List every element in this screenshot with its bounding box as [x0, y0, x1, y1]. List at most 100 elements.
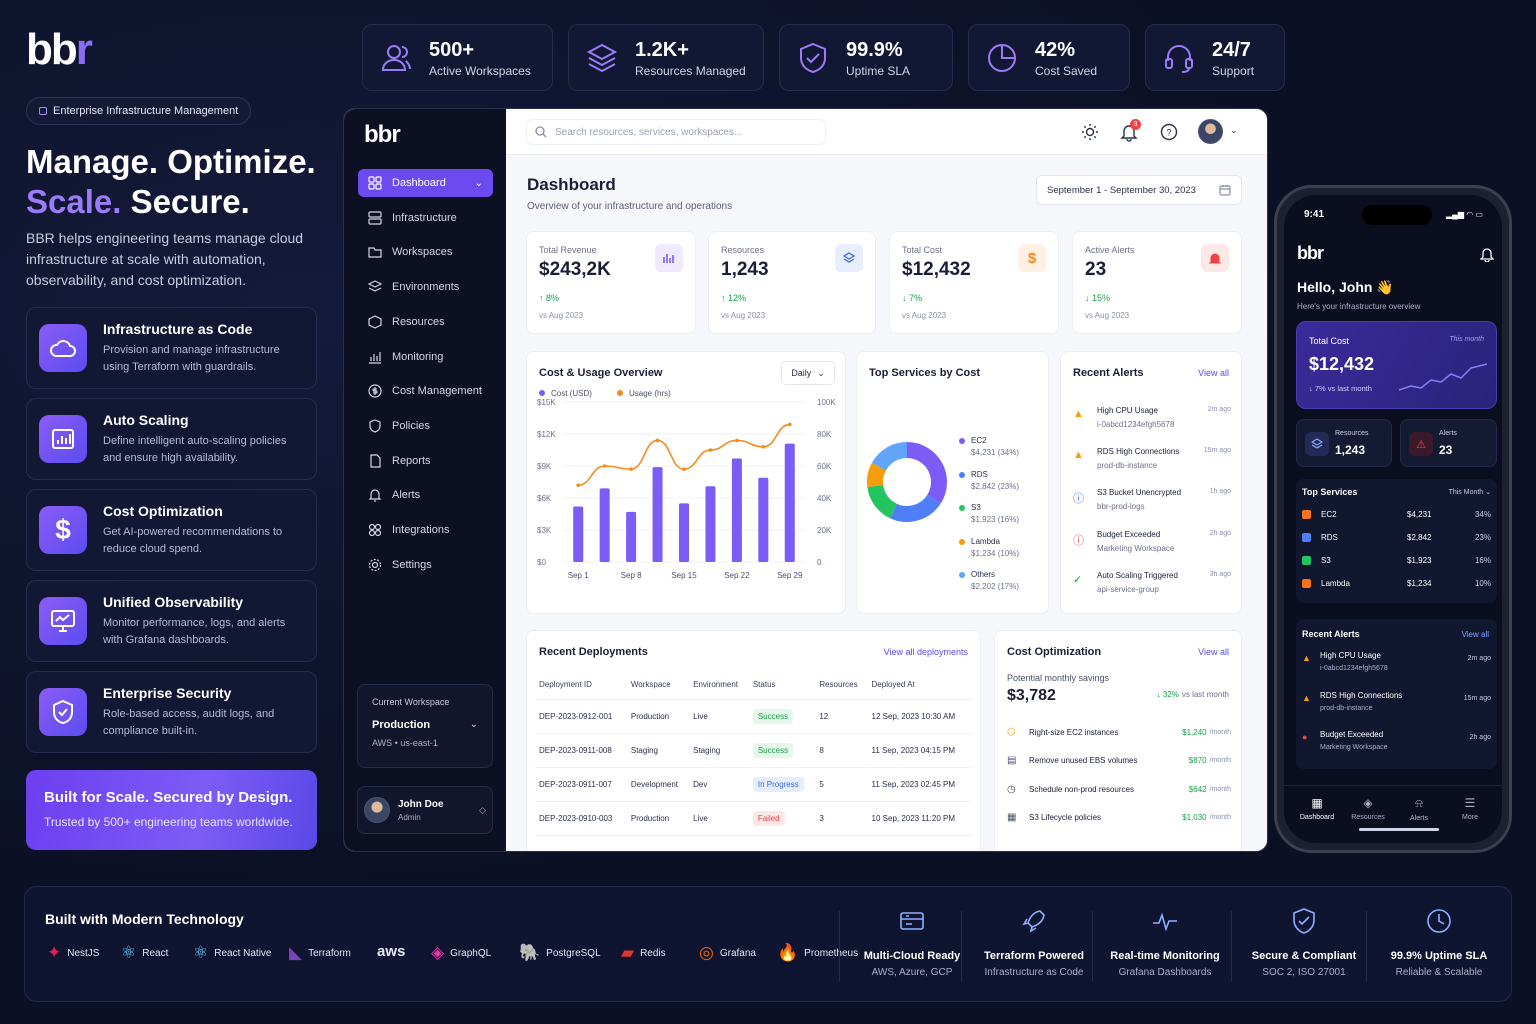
greeting-subtitle: Here's your infrastructure overview [1297, 302, 1421, 311]
sidebar-item-label: Reports [392, 454, 431, 467]
period-select[interactable]: Daily ⌄ [781, 361, 835, 385]
x-tick: Sep 29 [777, 571, 803, 580]
sidebar-item-environments[interactable]: Environments [358, 273, 493, 301]
table-cell: 8 [815, 733, 868, 768]
card-title: Top Services by Cost [869, 367, 981, 379]
bottom-tab-bar: ▦ Dashboard ◈ Resources ⍾ Alerts ☰ More [1284, 785, 1502, 839]
x-tick: Sep 8 [621, 571, 642, 580]
theme-toggle-sun-icon[interactable] [1081, 123, 1099, 146]
alert-item[interactable]: ⓘ S3 Bucket Unencrypted bbr-prod-logs 1h ag… [1073, 488, 1231, 512]
sidebar-item-monitoring[interactable]: Monitoring [358, 343, 493, 371]
avatar[interactable] [1198, 119, 1223, 144]
table-row[interactable]: DEP-2023-0912-001 Production Live Success 12… [535, 699, 971, 734]
table-cell: Dev [689, 767, 749, 802]
legend-label: Cost (USD) [551, 389, 592, 398]
stat-card: 99.9% Uptime SLA [779, 24, 953, 91]
sidebar-item-cost-management[interactable]: Cost Management [358, 377, 493, 405]
view-all-deployments-link[interactable]: View all deployments [883, 647, 968, 657]
dollar-icon [368, 384, 382, 398]
donut-slice [889, 494, 941, 522]
savings-label: Potential monthly savings [1007, 673, 1110, 683]
bell-icon[interactable] [1479, 246, 1495, 267]
dashboard-icon: ▦ [1311, 796, 1323, 810]
sidebar-item-integrations[interactable]: Integrations [358, 516, 493, 544]
date-range-picker[interactable]: September 1 - September 30, 2023 [1036, 175, 1242, 205]
recommendation-item[interactable]: ◷ Schedule non-prod resources $642/month [1007, 783, 1231, 795]
y-right-tick: 20K [817, 526, 832, 535]
technology-strip: Built with Modern Technology ✦ NestJS ⚛ Rea… [24, 886, 1512, 1002]
alerts-mini-card: ⚠ Alerts 23 [1400, 419, 1497, 467]
shield-check-icon [800, 42, 826, 73]
recommendation-item[interactable]: ▤ Remove unused EBS volumes $870/month [1007, 755, 1231, 766]
dollar-icon: $ [1018, 244, 1046, 272]
brand-logo: bbr [26, 25, 93, 74]
bell-icon[interactable]: 3 [1120, 119, 1141, 147]
service-row[interactable]: RDS $2,842 23% [1302, 530, 1491, 544]
kpi-card-resources: Resources 1,243 ↑ 12% vs Aug 2023 [708, 231, 876, 334]
tab-dashboard[interactable]: ▦ Dashboard [1292, 796, 1342, 821]
table-header: Deployed At [867, 671, 971, 700]
alert-item[interactable]: ▲ High CPU Usage i-0abcd1234efgh5678 2m ago [1302, 651, 1491, 672]
service-row[interactable]: Lambda $1,234 10% [1302, 576, 1491, 590]
divider [1366, 911, 1367, 981]
recommendation-item[interactable]: ⬡ Right-size EC2 instances $1,240/month [1007, 726, 1231, 738]
layers-icon: ◈ [1363, 796, 1373, 810]
dashboard-window: bbr Dashboard ⌄ Infrastructure Workspaces En… [343, 108, 1268, 852]
alert-item[interactable]: ▲ RDS High Connections prod-db-instance 15m… [1073, 447, 1231, 471]
service-icon [1302, 555, 1311, 565]
pie-icon [988, 43, 1016, 72]
search-input[interactable]: Search resources, services, workspaces..… [526, 119, 826, 145]
alert-item[interactable]: ▲ High CPU Usage i-0abcd1234efgh5678 2m ago [1073, 406, 1231, 429]
file-icon [370, 453, 381, 468]
card-title: Recent Deployments [539, 646, 648, 658]
table-cell: Live [689, 699, 749, 734]
kpi-card-revenue: Total Revenue $243,2K ↑ 8% vs Aug 2023 [526, 231, 696, 334]
sidebar-item-alerts[interactable]: Alerts [358, 481, 493, 509]
status-badge: Failed [752, 810, 785, 826]
alert-item[interactable]: ● Budget Exceeded Marketing Workspace 2h ag… [1302, 730, 1491, 751]
line-point [655, 438, 660, 443]
table-row[interactable]: DEP-2023-0910-003 Production Live Failed 3 10… [535, 801, 971, 836]
layers-icon [835, 244, 863, 272]
y-left-tick: $15K [537, 398, 556, 407]
alert-item[interactable]: ✓ Auto Scaling Triggered api-service-group… [1073, 570, 1231, 594]
sidebar-item-reports[interactable]: Reports [358, 447, 493, 475]
workspace-selector[interactable]: Current Workspace Production ⌄ AWS • us-… [357, 684, 493, 768]
legend-dot [959, 505, 965, 511]
sidebar-item-dashboard[interactable]: Dashboard ⌄ [358, 169, 493, 197]
view-all-link[interactable]: View all [1461, 630, 1489, 639]
divider [1231, 911, 1232, 981]
postgresql-logo-icon: 🐘 [519, 943, 541, 962]
chevron-down-icon[interactable]: ⌄ [1230, 125, 1238, 135]
help-icon[interactable]: ? [1160, 123, 1178, 146]
stat-card: 500+ Active Workspaces [362, 24, 553, 91]
sidebar: bbr Dashboard ⌄ Infrastructure Workspaces En… [344, 109, 506, 851]
table-row[interactable]: DEP-2023-0911-007 Development Dev In Progre… [535, 767, 971, 802]
line-point [787, 422, 792, 427]
sidebar-item-infrastructure[interactable]: Infrastructure [358, 204, 493, 232]
service-row[interactable]: S3 $1,923 16% [1302, 553, 1491, 567]
tab-resources[interactable]: ◈ Resources [1343, 796, 1393, 821]
sidebar-logo: bbr [364, 121, 401, 148]
recent-deployments-card: Recent Deployments View all deployments … [526, 630, 981, 851]
user-menu[interactable]: John Doe Admin ◇ [357, 786, 493, 834]
sidebar-item-settings[interactable]: Settings [358, 551, 493, 579]
tab-alerts[interactable]: ⍾ Alerts [1394, 796, 1444, 822]
tab-more[interactable]: ☰ More [1445, 796, 1495, 821]
table-row[interactable]: DEP-2023-0911-008 Staging Staging Success 8 1… [535, 733, 971, 768]
view-all-recommendations-link[interactable]: View all [1198, 647, 1229, 657]
sidebar-item-policies[interactable]: Policies [358, 412, 493, 440]
view-all-alerts-link[interactable]: View all [1198, 368, 1229, 378]
alert-item[interactable]: ⓘ Budget Exceeded Marketing Workspace 2h ag… [1073, 529, 1231, 553]
table-cell: DEP-2023-0912-001 [535, 699, 627, 734]
alert-item[interactable]: ▲ RDS High Connections prod-db-instance 15m… [1302, 690, 1491, 712]
sidebar-item-workspaces[interactable]: Workspaces [358, 238, 493, 266]
recommendation-item[interactable]: ▦ S3 Lifecycle policies $1,030/month [1007, 812, 1231, 823]
sidebar-item-resources[interactable]: Resources [358, 308, 493, 336]
resources-mini-card: Resources 1,243 [1296, 419, 1392, 467]
graphql-logo-icon: ◈ [431, 943, 445, 962]
main-content: Search resources, services, workspaces..… [506, 109, 1267, 851]
gear-icon [368, 558, 382, 571]
service-row[interactable]: EC2 $4,231 34% [1302, 507, 1491, 521]
table-cell: 12 [815, 699, 868, 734]
